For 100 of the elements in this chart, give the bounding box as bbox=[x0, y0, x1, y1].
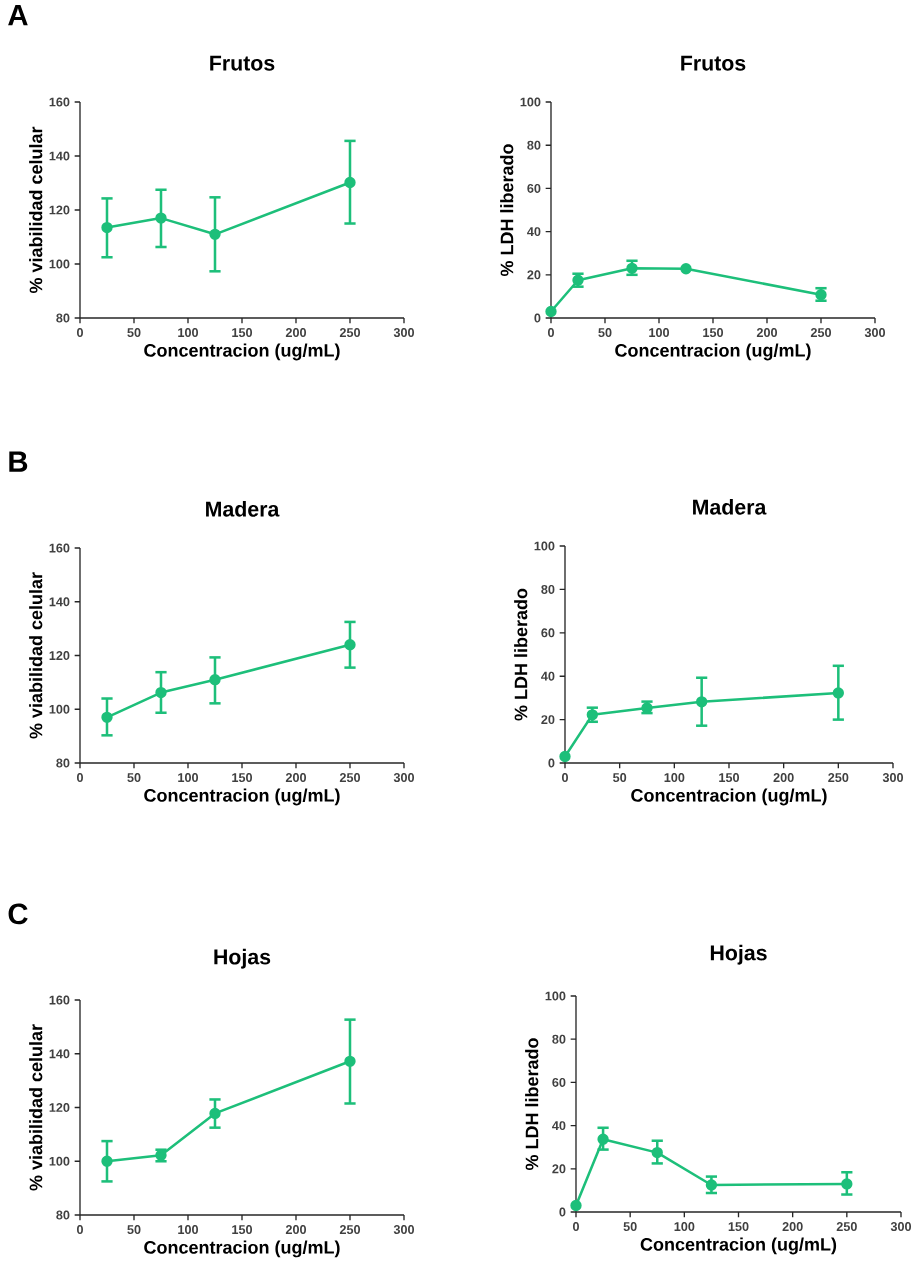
y-tick-label: 140 bbox=[49, 151, 70, 161]
y-tick-label: 100 bbox=[49, 1156, 70, 1166]
point bbox=[155, 212, 167, 224]
y-tick-label: 80 bbox=[541, 584, 555, 594]
x-tick-label: 100 bbox=[178, 1225, 199, 1235]
point bbox=[570, 1199, 582, 1212]
y-tick-label: 100 bbox=[545, 991, 566, 1001]
chart-title: Hojas bbox=[214, 948, 271, 969]
point bbox=[695, 696, 708, 708]
chart-title: Madera bbox=[206, 500, 280, 517]
y-tick-label: 20 bbox=[527, 270, 541, 280]
text: A bbox=[8, 5, 28, 26]
x-tick-label: 300 bbox=[393, 1225, 415, 1235]
y-tick-label: 0 bbox=[534, 313, 541, 323]
point bbox=[841, 1178, 853, 1190]
y-tick-label: 60 bbox=[541, 628, 555, 638]
x-tick-label: 150 bbox=[728, 1222, 749, 1232]
x-tick-label: 100 bbox=[649, 328, 670, 338]
x-tick-label: 100 bbox=[674, 1222, 695, 1232]
point bbox=[344, 176, 356, 189]
y-tick-label: 140 bbox=[49, 597, 70, 607]
y-tick-label: 160 bbox=[49, 995, 70, 1005]
point bbox=[545, 305, 557, 318]
x-tick-label: 50 bbox=[127, 1225, 141, 1235]
y-tick-label: 20 bbox=[541, 715, 555, 725]
text: C bbox=[8, 903, 28, 925]
x-tick-label: 250 bbox=[828, 773, 849, 783]
x-tick-label: 250 bbox=[810, 328, 832, 338]
x-tick-label: 250 bbox=[836, 1222, 857, 1232]
y-tick-label: 40 bbox=[541, 671, 555, 681]
text: B bbox=[9, 451, 28, 472]
y-tick-label: 60 bbox=[527, 183, 541, 193]
x-tick-label: 50 bbox=[623, 1222, 637, 1232]
x-tick-label: 150 bbox=[232, 328, 253, 338]
x-tick-label: 200 bbox=[773, 773, 794, 783]
x-axis-title: Concentracion (ug/mL) bbox=[144, 343, 340, 361]
y-tick-label: 100 bbox=[49, 259, 70, 269]
y-tick-label: 0 bbox=[548, 758, 555, 768]
x-tick-label: 50 bbox=[613, 773, 627, 783]
x-tick-label: 250 bbox=[339, 1225, 361, 1235]
x-tick-label: 250 bbox=[339, 773, 361, 783]
y-tick-label: 20 bbox=[552, 1164, 566, 1174]
x-tick-label: 300 bbox=[864, 328, 886, 338]
x-tick-label: 300 bbox=[393, 328, 415, 338]
point bbox=[101, 221, 113, 234]
x-tick-label: 200 bbox=[756, 328, 778, 338]
x-tick-label: 100 bbox=[664, 773, 685, 783]
x-tick-label: 200 bbox=[285, 328, 307, 338]
point bbox=[209, 228, 221, 240]
y-tick-label: 40 bbox=[552, 1121, 566, 1131]
y-tick-label: 100 bbox=[49, 704, 70, 714]
y-tick-label: 80 bbox=[527, 140, 541, 150]
point bbox=[101, 711, 113, 723]
x-tick-label: 50 bbox=[127, 328, 141, 338]
point bbox=[344, 1055, 356, 1067]
point bbox=[559, 750, 571, 763]
point bbox=[680, 263, 692, 275]
y-tick-label: 80 bbox=[552, 1034, 566, 1044]
x-tick-label: 0 bbox=[572, 1222, 579, 1232]
x-tick-label: 50 bbox=[598, 328, 612, 338]
x-tick-label: 50 bbox=[127, 773, 141, 783]
x-axis-title: Concentracion (ug/mL) bbox=[615, 343, 811, 361]
y-tick-label: 120 bbox=[49, 1103, 70, 1112]
x-tick-label: 150 bbox=[719, 773, 740, 783]
point bbox=[705, 1179, 718, 1191]
chart-title: Hojas bbox=[710, 944, 767, 965]
point bbox=[209, 674, 221, 686]
chart-title: Madera bbox=[693, 498, 767, 515]
point bbox=[155, 686, 167, 699]
y-tick-label: 160 bbox=[49, 97, 70, 107]
point bbox=[101, 1155, 113, 1167]
y-axis-title: % viabilidad celular bbox=[29, 126, 43, 294]
x-tick-label: 250 bbox=[339, 328, 361, 338]
x-axis-title: Concentracion (ug/mL) bbox=[631, 788, 827, 806]
x-tick-label: 200 bbox=[285, 773, 307, 783]
y-axis-title: % viabilidad celular bbox=[29, 572, 43, 739]
y-axis-title: % LDH liberado bbox=[514, 588, 528, 721]
y-tick-label: 40 bbox=[527, 227, 541, 237]
x-tick-label: 100 bbox=[178, 773, 199, 783]
y-tick-label: 0 bbox=[559, 1207, 566, 1217]
x-tick-label: 0 bbox=[76, 1225, 83, 1235]
y-axis-title: % LDH liberado bbox=[525, 1038, 539, 1171]
x-tick-label: 300 bbox=[393, 773, 415, 783]
x-tick-label: 200 bbox=[782, 1222, 803, 1232]
y-tick-label: 140 bbox=[49, 1049, 70, 1059]
x-tick-label: 300 bbox=[882, 773, 904, 783]
y-tick-label: 120 bbox=[49, 651, 70, 660]
y-tick-label: 100 bbox=[520, 97, 541, 107]
x-tick-label: 300 bbox=[890, 1222, 912, 1232]
x-tick-label: 0 bbox=[76, 328, 83, 338]
point bbox=[832, 687, 844, 699]
x-tick-label: 100 bbox=[178, 328, 199, 338]
y-tick-label: 80 bbox=[56, 1210, 70, 1220]
x-tick-label: 150 bbox=[232, 1225, 253, 1235]
x-axis-title: Concentracion (ug/mL) bbox=[640, 1237, 837, 1255]
y-tick-label: 80 bbox=[56, 758, 70, 768]
point bbox=[344, 639, 356, 651]
x-tick-label: 150 bbox=[232, 773, 253, 783]
point bbox=[651, 1146, 663, 1159]
y-tick-label: 100 bbox=[534, 541, 555, 551]
